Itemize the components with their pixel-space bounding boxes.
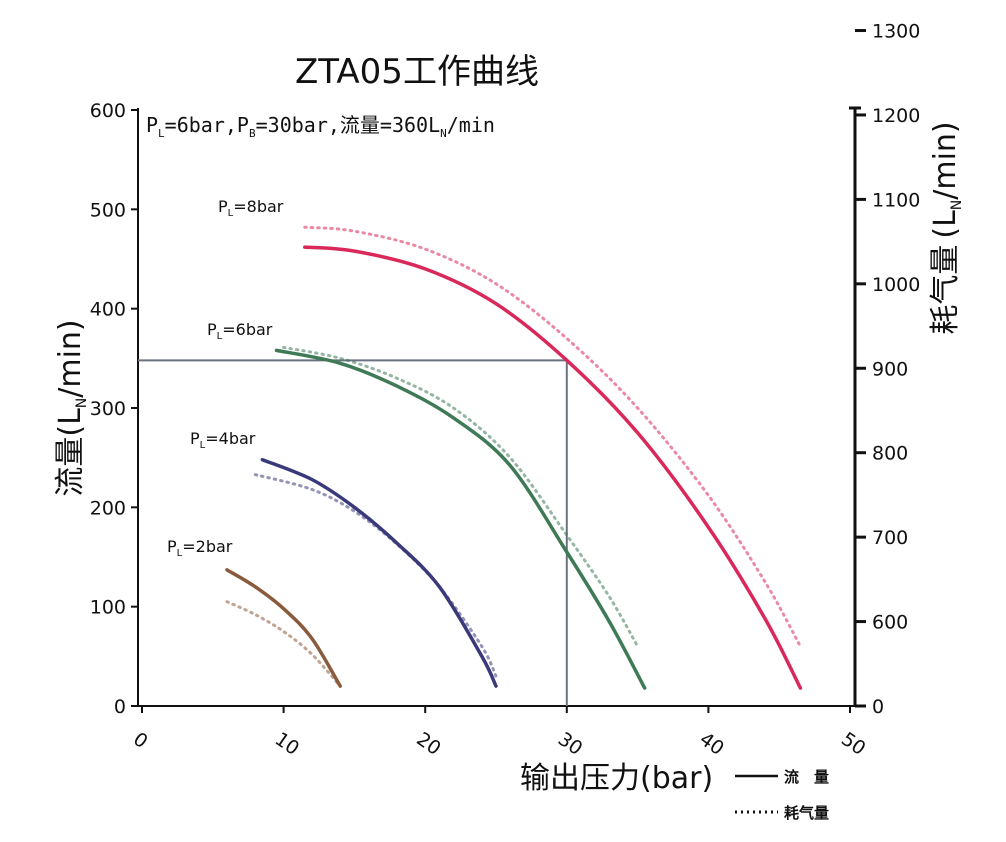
left-y-tick-label: 300	[90, 398, 126, 420]
left-y-axis-ticks: 0 100 200 300 400 500 600	[90, 100, 138, 718]
x-tick-label: 10	[271, 728, 303, 760]
left-y-tick-label: 100	[90, 597, 126, 619]
curve-label-4bar: PL=4bar	[190, 429, 256, 451]
consumption-line-2bar	[225, 600, 342, 688]
right-y-tick-label: 900	[872, 358, 908, 380]
series-2bar: PL=2bar	[167, 537, 342, 688]
x-tick-label: 40	[696, 728, 728, 760]
right-y-tick-label: 800	[872, 443, 908, 465]
flow-line-6bar	[274, 348, 647, 690]
flow-line-8bar	[303, 245, 803, 690]
legend-flow-label: 流 量	[784, 768, 829, 786]
x-tick-label: 20	[412, 728, 444, 760]
left-y-tick-label: 400	[90, 299, 126, 321]
right-y-axis-ticks: 0 600 700 800 900 1000 1100 1200 1300	[855, 21, 920, 718]
x-tick-label: 0	[129, 728, 152, 753]
left-y-tick-label: 200	[90, 497, 126, 519]
annotation-pb: 30bar	[268, 113, 328, 137]
right-y-tick-label: 600	[872, 612, 908, 634]
operating-point-annotation: PL=6bar,PB=30bar,流量=360LN/min	[146, 113, 495, 140]
chart-title: ZTA05工作曲线	[295, 52, 539, 92]
right-y-tick-label: 1300	[872, 21, 920, 43]
x-tick-label: 30	[554, 728, 586, 760]
consumption-line-6bar	[282, 345, 640, 648]
series-8bar: PL=8bar	[218, 197, 803, 690]
left-y-axis-title: 流量(LN/min)	[53, 319, 90, 496]
consumption-line-4bar	[253, 473, 498, 678]
series-4bar: PL=4bar	[190, 429, 498, 688]
curve-label-8bar: PL=8bar	[218, 197, 284, 219]
x-tick-label: 50	[837, 728, 869, 760]
right-y-title-cn: 耗气量	[928, 245, 963, 335]
curve-label-2bar: PL=2bar	[167, 537, 233, 559]
left-y-tick-label: 600	[90, 100, 126, 122]
legend: 流 量 耗气量	[735, 768, 829, 822]
reference-guide-lines	[138, 359, 568, 706]
flow-line-4bar	[260, 457, 498, 688]
annotation-flow-unit: /min	[447, 113, 495, 137]
curve-label-6bar: PL=6bar	[207, 320, 273, 342]
right-y-tick-label: 1100	[872, 189, 920, 211]
annotation-flow-label: 流量	[340, 113, 380, 137]
flow-line-2bar	[225, 568, 342, 688]
legend-consumption-label: 耗气量	[784, 804, 829, 822]
right-y-axis-title: 耗气量(LN/min)	[928, 121, 965, 334]
left-y-tick-label: 0	[114, 696, 126, 718]
annotation-pl: 6bar	[177, 113, 225, 137]
left-y-title-cn: 流量	[53, 437, 88, 497]
right-y-tick-label: 0	[872, 696, 884, 718]
series-6bar: PL=6bar	[207, 320, 647, 690]
annotation-flow-value: 360	[392, 113, 428, 137]
series-layer: PL=2bar PL=4bar PL=6bar PL=8bar	[167, 197, 803, 690]
right-y-tick-label: 700	[872, 527, 908, 549]
left-y-tick-label: 500	[90, 199, 126, 221]
consumption-line-8bar	[303, 225, 802, 648]
x-axis-title: 输出压力(bar)	[520, 761, 713, 796]
right-y-tick-label: 1000	[872, 274, 920, 296]
right-y-tick-label: 1200	[872, 105, 920, 127]
x-axis-ticks: 0 10 20 30 40 50	[129, 706, 870, 760]
